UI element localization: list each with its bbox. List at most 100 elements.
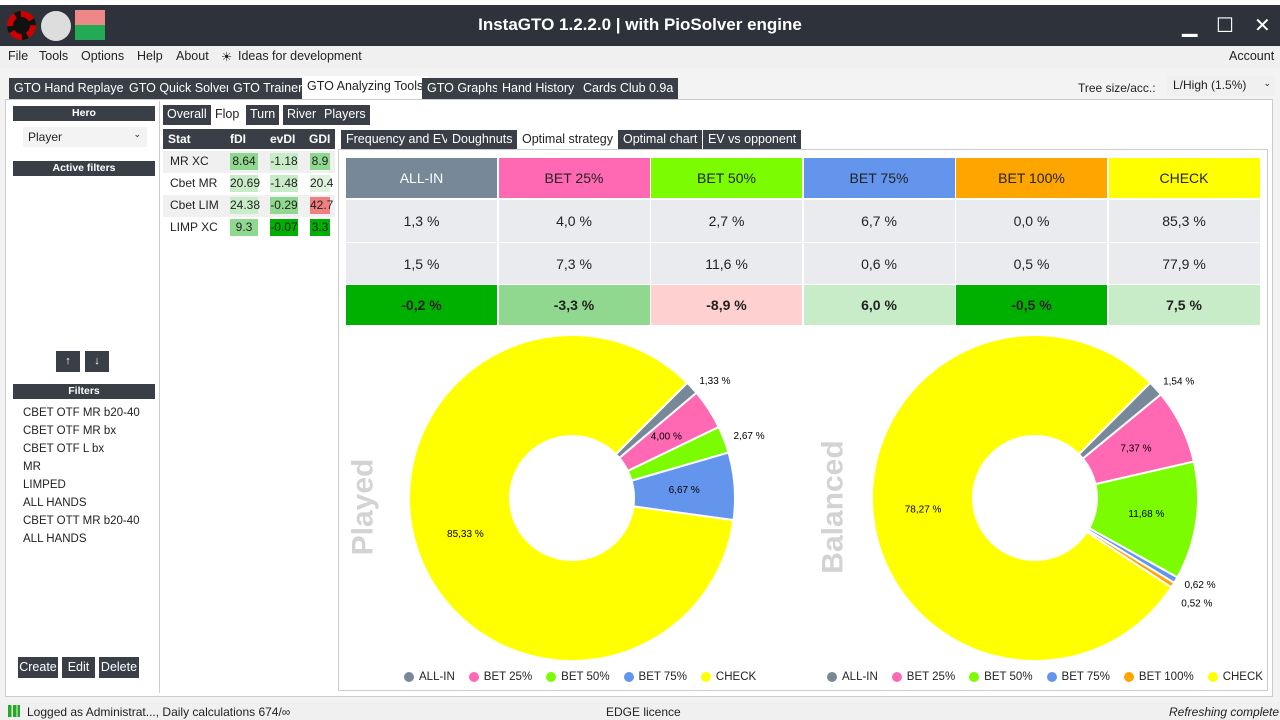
menu-account[interactable]: Account [1229, 49, 1275, 63]
edit-button[interactable]: Edit [62, 657, 95, 678]
menu-tools[interactable]: Tools [39, 49, 69, 63]
subtab-players[interactable]: Players [320, 105, 370, 125]
diff-value: -3,3 % [498, 285, 650, 325]
legend-item[interactable]: BET 100% [1123, 671, 1194, 683]
legend-dot-icon [969, 672, 980, 682]
col-evdi[interactable]: evDI [270, 132, 296, 146]
tab-cards-club[interactable]: Cards Club 0.9a [578, 78, 679, 99]
played-label: Played [346, 458, 380, 556]
delete-button[interactable]: Delete [99, 657, 139, 678]
legend-item[interactable]: BET 50% [969, 671, 1033, 683]
filter-item[interactable]: CBET OTF L bx [23, 443, 105, 455]
legend-item[interactable]: BET 25% [891, 671, 956, 683]
menu-options[interactable]: Options [81, 49, 125, 63]
slice-label: 85,33 % [447, 529, 484, 540]
subtab-overall[interactable]: Overall [163, 105, 211, 125]
hero-value: Player [28, 130, 63, 144]
balanced-value: 77,9 % [1108, 243, 1260, 284]
legend-dot-icon [623, 672, 634, 682]
slice-label: 1,33 % [699, 376, 730, 387]
stat-gdi: 20.4 [310, 175, 334, 192]
legend-label: BET 75% [1061, 671, 1110, 683]
slice-check[interactable] [871, 334, 1173, 662]
slice-check[interactable] [408, 334, 735, 662]
legend-item[interactable]: ALL-IN [827, 671, 878, 683]
minimize-button[interactable]: ▁ [1182, 15, 1198, 37]
legend-dot-icon [700, 672, 711, 682]
tab-frequency-ev[interactable]: Frequency and EV [341, 130, 455, 149]
tab-hand-history[interactable]: Hand History [497, 78, 580, 99]
legend-item[interactable]: CHECK [1207, 671, 1263, 683]
filter-item[interactable]: LIMPED [23, 479, 66, 491]
tab-doughnuts[interactable]: Doughnuts [447, 130, 518, 149]
filter-item[interactable]: ALL HANDS [23, 533, 87, 545]
legend-dot-icon [891, 672, 902, 682]
slice-bet50[interactable] [1087, 460, 1199, 579]
slice-label: 78,27 % [905, 505, 942, 516]
col-stat[interactable]: Stat [168, 132, 191, 146]
filter-item[interactable]: MR [23, 461, 41, 473]
tab-analyzing-tools[interactable]: GTO Analyzing Tools [302, 76, 429, 99]
divider [159, 101, 160, 693]
legend-label: ALL-IN [419, 671, 455, 683]
played-value: 1,3 % [346, 200, 497, 242]
tree-size-select[interactable]: L/High (1.5%) ⌄ [1167, 76, 1275, 96]
tab-trainer[interactable]: GTO Trainer [228, 78, 308, 99]
chart-legend: ALL-IN BET 25% BET 50% BET 75% CHECK [404, 671, 764, 683]
col-fdi[interactable]: fDI [230, 132, 246, 146]
stat-name: Cbet LIM [170, 198, 219, 212]
filter-item[interactable]: ALL HANDS [23, 497, 87, 509]
signal-icon [8, 705, 20, 717]
filter-item[interactable]: CBET OTT MR b20-40 [23, 515, 140, 527]
tab-graphs[interactable]: GTO Graphs [422, 78, 504, 99]
stat-fdi: 9.3 [230, 219, 258, 236]
menu-bar: File Tools Options Help About ☀ Ideas fo… [0, 46, 1280, 68]
column-header: ALL-IN [346, 158, 497, 198]
menu-about[interactable]: About [176, 49, 209, 63]
legend-label: BET 100% [1138, 671, 1194, 683]
played-value: 4,0 % [498, 200, 650, 242]
window-title: InstaGTO 1.2.2.0 | with PioSolver engine [478, 15, 802, 34]
stat-name: Cbet MR [170, 176, 218, 190]
stat-evdi: -0.07 [270, 219, 298, 236]
subtab-turn[interactable]: Turn [246, 105, 280, 125]
menu-help[interactable]: Help [137, 49, 163, 63]
status-bar: Logged as Administrat..., Daily calculat… [0, 702, 1280, 720]
chart-panel [338, 149, 1268, 691]
subtab-river[interactable]: River [283, 105, 321, 125]
balanced-label: Balanced [816, 440, 850, 574]
stat-gdi: 42.7 [310, 197, 334, 214]
filter-item[interactable]: CBET OTF MR b20-40 [23, 407, 140, 419]
legend-item[interactable]: BET 75% [623, 671, 687, 683]
stat-fdi: 20.69 [230, 175, 261, 192]
tab-ev-vs-opponent[interactable]: EV vs opponent [703, 130, 802, 149]
hero-select[interactable]: Player ⌄ [23, 127, 147, 147]
legend-dot-icon [1123, 672, 1134, 682]
move-down-button[interactable]: ↓ [85, 351, 109, 372]
create-button[interactable]: Create [18, 657, 58, 678]
legend-item[interactable]: CHECK [700, 671, 756, 683]
tab-optimal-strategy[interactable]: Optimal strategy [517, 130, 619, 149]
stat-fdi: 8.64 [230, 153, 258, 170]
tree-size-label: Tree size/acc.: [1078, 81, 1156, 95]
tab-hand-replayer[interactable]: GTO Hand Replayer [9, 78, 133, 99]
subtab-flop[interactable]: Flop [211, 105, 244, 125]
menu-ideas[interactable]: Ideas for development [238, 49, 362, 63]
lightbulb-icon: ☀ [221, 50, 233, 64]
legend-item[interactable]: BET 50% [546, 671, 610, 683]
tab-quick-solver[interactable]: GTO Quick Solver [124, 78, 236, 99]
slice-label: 6,67 % [669, 485, 700, 496]
close-button[interactable]: ✕ [1254, 15, 1271, 37]
menu-file[interactable]: File [8, 49, 29, 63]
legend-item[interactable]: BET 75% [1046, 671, 1110, 683]
tab-optimal-chart[interactable]: Optimal chart [618, 130, 703, 149]
stats-header [163, 129, 335, 149]
legend-item[interactable]: BET 25% [468, 671, 532, 683]
move-up-button[interactable]: ↑ [56, 351, 80, 372]
maximize-button[interactable]: ☐ [1216, 15, 1234, 37]
filter-item[interactable]: CBET OTF MR bx [23, 425, 117, 437]
legend-label: BET 25% [906, 671, 956, 683]
legend-item[interactable]: ALL-IN [404, 671, 455, 683]
stat-name: MR XC [170, 154, 209, 168]
col-gdi[interactable]: GDI [309, 132, 331, 146]
